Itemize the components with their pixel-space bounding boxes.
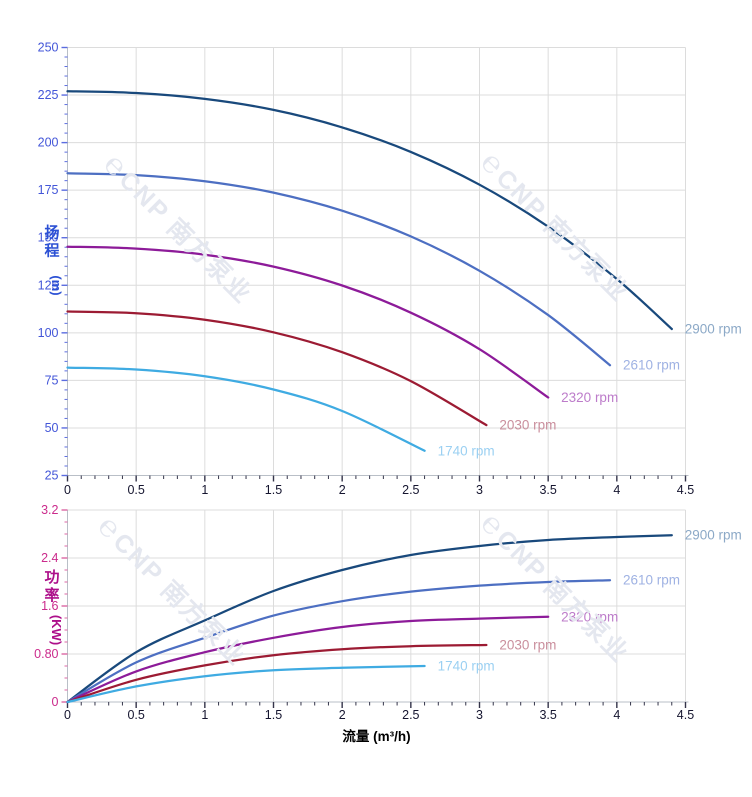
curve-1740rpm [66,664,426,704]
y-axis-ticks [61,46,68,477]
series-label-2900rpm: 2900 rpm [685,528,742,543]
series-label-2030rpm: 2030 rpm [499,418,556,433]
y-axis-labels: 25 50 75 100 125 150 175 200 225 250 [38,41,59,483]
series-label-2610rpm: 2610 rpm [623,358,680,373]
curve-2900rpm [66,90,673,331]
x-tick-label: 0 [64,483,71,497]
curve-2320rpm [66,615,550,704]
y-tick-label: 50 [45,421,59,435]
svg-text:(m): (m) [49,275,64,295]
svg-text:(KW): (KW) [49,615,64,645]
x-tick-label: 0.5 [127,483,144,497]
y-tick-label: 225 [38,88,59,102]
curve-2030rpm [66,310,488,427]
x-tick-label: 1.5 [265,483,282,497]
svg-text:功: 功 [44,569,59,586]
x-tick-label: 4.5 [677,483,694,497]
x-tick-label: 4.5 [677,708,694,722]
y-tick-label: 0.80 [34,647,58,661]
x-tick-label: 3 [476,708,483,722]
x-tick-label: 4 [613,483,620,497]
svg-text:率: 率 [44,586,59,604]
x-tick-label: 3.5 [539,483,556,497]
power-chart: 0 0.5 1 1.5 2 2.5 3 3.5 4 4.5 0 0.80 1.6 2.4 3.2 功率 (KW)… [34,503,742,744]
curve-2030rpm [66,643,488,704]
curve-2610rpm [66,579,612,704]
x-axis-ticks [66,702,687,708]
series-label-2320rpm: 2320 rpm [561,609,618,624]
x-tick-label: 1.5 [265,708,282,722]
y-axis-ticks [61,509,68,703]
svg-text:程: 程 [44,243,59,260]
x-axis-ticks [66,475,687,482]
y-tick-label: 150 [38,231,59,245]
x-tick-label: 1 [201,483,208,497]
x-tick-label: 2 [339,483,346,497]
x-tick-label: 1 [201,708,208,722]
x-tick-label: 2 [339,708,346,722]
y-tick-label: 125 [38,278,59,292]
x-axis-labels: 0 0.5 1 1.5 2 2.5 3 3.5 4 4.5 [64,483,694,497]
y-tick-label: 1.6 [41,599,58,613]
x-axis-title: 流量 (m³/h) [342,728,410,744]
y-tick-label: 100 [38,326,59,340]
x-tick-label: 3.5 [539,708,556,722]
y-tick-label: 250 [38,41,59,55]
x-axis-labels: 0 0.5 1 1.5 2 2.5 3 3.5 4 4.5 [64,708,694,722]
x-tick-label: 2.5 [402,708,419,722]
y-axis-title: 功率 (KW) [44,569,64,645]
gridlines [67,47,686,476]
x-tick-label: 4 [613,708,620,722]
x-tick-label: 0 [64,708,71,722]
x-tick-label: 3 [476,483,483,497]
y-tick-label: 75 [45,373,59,387]
curve-2610rpm [66,172,612,367]
y-tick-label: 200 [38,136,59,150]
series-label-2610rpm: 2610 rpm [623,573,680,588]
y-axis-title: 扬程 (m) [44,224,64,296]
curve-2320rpm [66,245,550,399]
y-tick-label: 25 [45,469,59,483]
curve-2900rpm [66,534,673,704]
series-label-2320rpm: 2320 rpm [561,390,618,405]
svg-text:扬: 扬 [44,224,59,242]
y-axis-labels: 0 0.80 1.6 2.4 3.2 [34,503,58,709]
x-tick-label: 2.5 [402,483,419,497]
series-label-2900rpm: 2900 rpm [685,322,742,337]
y-tick-label: 3.2 [41,503,58,517]
y-tick-label: 2.4 [41,551,58,565]
x-tick-label: 0.5 [127,708,144,722]
y-tick-label: 0 [52,695,59,709]
series-label-1740rpm: 1740 rpm [438,659,495,674]
series-label-2030rpm: 2030 rpm [499,638,556,653]
head-chart: 0 0.5 1 1.5 2 2.5 3 3.5 4 4.5 25 50 75 100 125 150 175 20… [38,41,742,498]
curve-1740rpm [66,366,426,452]
y-tick-label: 175 [38,183,59,197]
series-label-1740rpm: 1740 rpm [438,443,495,458]
